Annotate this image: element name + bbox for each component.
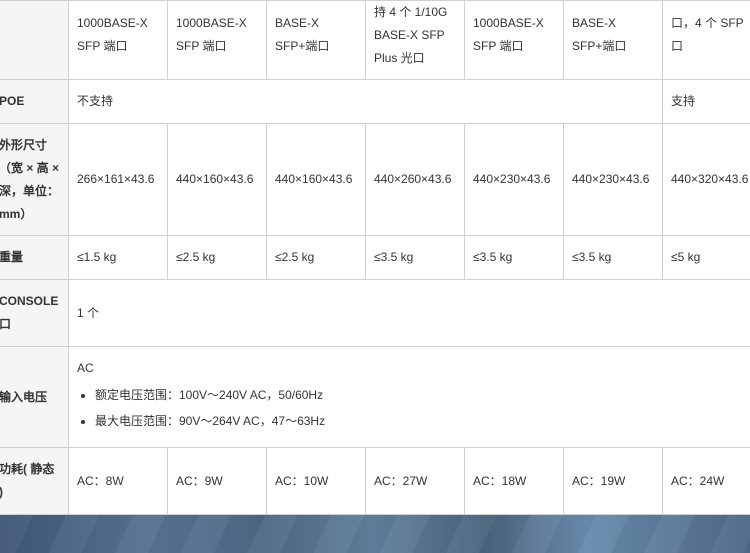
cell: ≤5 kg bbox=[663, 236, 750, 280]
cell: ≤1.5 kg bbox=[69, 236, 168, 280]
row-header-voltage: 输入电压 bbox=[0, 346, 69, 447]
cell: ≤2.5 kg bbox=[267, 236, 366, 280]
cell-poe-unsupported: 不支持 bbox=[69, 80, 663, 124]
cell: ≤3.5 kg bbox=[366, 236, 465, 280]
cell-poe-supported: 支持 bbox=[663, 80, 750, 124]
cell: 440×160×43.6 bbox=[168, 124, 267, 236]
cell: AC：18W bbox=[465, 448, 564, 515]
voltage-max: 最大电压范围：90V～264V AC，47～63Hz bbox=[95, 410, 750, 433]
cell: ≤2.5 kg bbox=[168, 236, 267, 280]
cell: 440×230×43.6 bbox=[465, 124, 564, 236]
row-header-top bbox=[0, 1, 69, 80]
cell: AC：27W bbox=[366, 448, 465, 515]
cell: 口，4 个 SFP 口 bbox=[663, 1, 750, 80]
cell: ≤3.5 kg bbox=[564, 236, 663, 280]
voltage-rated: 额定电压范围：100V～240V AC，50/60Hz bbox=[95, 384, 750, 407]
cell: AC：9W bbox=[168, 448, 267, 515]
row-header-power: 功耗( 静态 ) bbox=[0, 448, 69, 515]
cell: BASE-X SFP+端口 bbox=[267, 1, 366, 80]
cell: AC：19W bbox=[564, 448, 663, 515]
cell: 1000BASE-X SFP 端口 bbox=[69, 1, 168, 80]
cell: 440×230×43.6 bbox=[564, 124, 663, 236]
cell: 1000BASE-X SFP 端口 bbox=[465, 1, 564, 80]
cell: AC：24W bbox=[663, 448, 750, 515]
cell: ≤3.5 kg bbox=[465, 236, 564, 280]
cell: 持 4 个 1/10G BASE-X SFP Plus 光口 bbox=[366, 1, 465, 80]
row-header-console: CONSOLE口 bbox=[0, 280, 69, 347]
cell: 266×161×43.6 bbox=[69, 124, 168, 236]
row-header-poe: POE bbox=[0, 80, 69, 124]
voltage-ac-label: AC bbox=[77, 357, 750, 380]
cell: BASE-X SFP+端口 bbox=[564, 1, 663, 80]
row-header-weight: 重量 bbox=[0, 236, 69, 280]
cell-voltage: AC 额定电压范围：100V～240V AC，50/60Hz 最大电压范围：90… bbox=[69, 346, 750, 447]
cell: AC：10W bbox=[267, 448, 366, 515]
cell-console: 1 个 bbox=[69, 280, 750, 347]
spec-table: 1000BASE-X SFP 端口 1000BASE-X SFP 端口 BASE… bbox=[0, 0, 750, 515]
footer-banner bbox=[0, 515, 750, 553]
row-header-dimensions: 外形尺寸（宽 × 高 × 深，单位：mm） bbox=[0, 124, 69, 236]
cell: AC：8W bbox=[69, 448, 168, 515]
voltage-list: 额定电压范围：100V～240V AC，50/60Hz 最大电压范围：90V～2… bbox=[77, 384, 750, 434]
cell: 440×320×43.6 bbox=[663, 124, 750, 236]
cell: 440×260×43.6 bbox=[366, 124, 465, 236]
cell: 1000BASE-X SFP 端口 bbox=[168, 1, 267, 80]
cell: 440×160×43.6 bbox=[267, 124, 366, 236]
